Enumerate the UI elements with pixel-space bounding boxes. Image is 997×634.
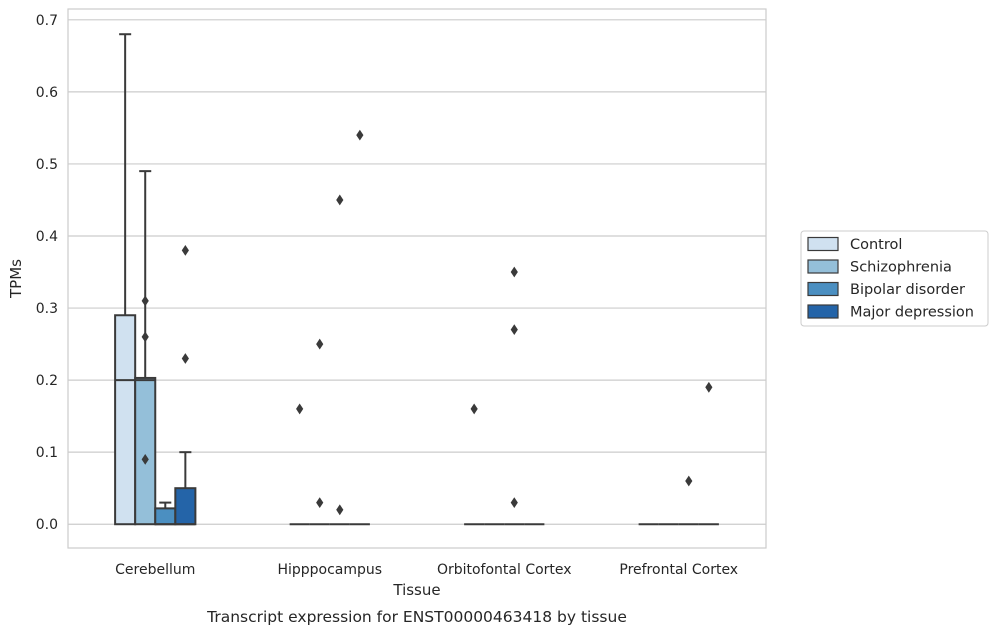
- outlier-point: [470, 403, 478, 415]
- outliers: [141, 129, 713, 516]
- outlier-point: [510, 324, 518, 336]
- y-tick-label: 0.1: [36, 445, 58, 461]
- x-tick-label: Cerebellum: [115, 562, 195, 578]
- outlier-point: [336, 194, 344, 206]
- legend-swatch: [807, 304, 839, 319]
- outlier-point: [181, 244, 189, 256]
- outlier-point: [510, 497, 518, 509]
- legend-item-schizophrenia: Schizophrenia: [807, 259, 952, 276]
- x-tick-label: Orbitofontal Cortex: [437, 562, 572, 578]
- outlier-point: [705, 381, 713, 393]
- y-axis-ticks: 0.0 0.1 0.2 0.3 0.4 0.5 0.6 0.7: [36, 13, 58, 533]
- x-tick-label: Hipppocampus: [277, 562, 382, 578]
- y-tick-label: 0.5: [36, 157, 58, 173]
- box-bipolar-disorder: [154, 501, 177, 526]
- outlier-point: [510, 266, 518, 278]
- legend-label: Bipolar disorder: [850, 282, 965, 298]
- legend-swatch: [807, 259, 839, 274]
- legend-frame: [800, 230, 989, 327]
- outlier-point: [336, 504, 344, 516]
- outlier-point: [316, 338, 324, 350]
- x-axis-ticks: Cerebellum Hipppocampus Orbitofontal Corte…: [115, 562, 738, 578]
- outlier-point: [685, 475, 693, 487]
- legend-swatch: [807, 281, 839, 297]
- outlier-point: [141, 295, 149, 307]
- plot-frame: [67, 8, 767, 549]
- outlier-point: [181, 353, 189, 364]
- box-schizophrenia: [134, 170, 157, 526]
- legend-item-bipolar-disorder: Bipolar disorder: [807, 281, 965, 298]
- x-axis-label: Tissue: [392, 581, 440, 599]
- grid-lines: [68, 19, 766, 525]
- legend: Control Schizophrenia Bipolar disorder Majo…: [800, 230, 989, 327]
- y-tick-label: 0.7: [36, 13, 58, 29]
- box-body: [114, 314, 137, 526]
- y-tick-label: 0.2: [36, 373, 58, 389]
- box-body: [154, 507, 177, 526]
- outlier-point: [141, 453, 149, 465]
- box-body: [134, 376, 157, 526]
- y-axis-label: TPMs: [7, 259, 25, 299]
- y-tick-label: 0.4: [36, 229, 58, 245]
- x-tick-label: Prefrontal Cortex: [619, 562, 738, 578]
- figure-caption: Transcript expression for ENST0000046341…: [206, 608, 627, 626]
- outlier-point: [141, 331, 149, 343]
- legend-item-major-depression: Major depression: [807, 304, 974, 321]
- outlier-point: [356, 129, 364, 141]
- y-tick-label: 0.3: [36, 301, 58, 317]
- box-major-depression: [174, 451, 197, 526]
- boxes: [114, 33, 719, 526]
- outlier-point: [296, 403, 304, 415]
- legend-label: Control: [850, 237, 902, 253]
- y-tick-label: 0.6: [36, 85, 58, 101]
- box-control: [114, 33, 137, 526]
- outlier-point: [316, 497, 324, 509]
- legend-items: Control Schizophrenia Bipolar disorder Majo…: [807, 236, 974, 321]
- legend-label: Major depression: [850, 305, 974, 321]
- legend-label: Schizophrenia: [850, 260, 952, 276]
- y-tick-label: 0.0: [36, 517, 58, 533]
- legend-item-control: Control: [807, 236, 902, 253]
- box-body: [174, 487, 197, 526]
- legend-swatch: [807, 236, 839, 252]
